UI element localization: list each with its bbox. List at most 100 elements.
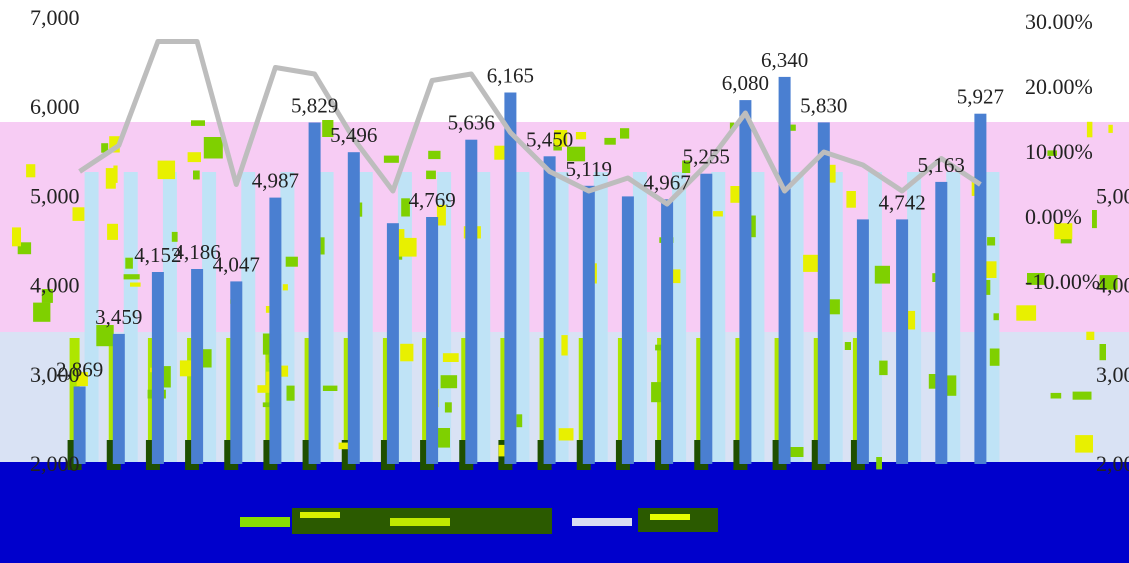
rate-line: [78, 39, 982, 207]
artifact-noise-block: [567, 146, 586, 162]
artifact-noise-block: [879, 360, 888, 376]
artifact-noise-block: [846, 191, 856, 208]
bar: [582, 185, 595, 465]
artifact-noise-block: [26, 164, 36, 178]
artifact-noise-block: [1054, 223, 1073, 240]
artifact-noise-block: [12, 227, 21, 247]
artifact-noise-block: [655, 344, 667, 351]
bar: [73, 386, 86, 464]
artifact-noise-block: [989, 348, 1000, 366]
artifact-noise-block: [383, 155, 399, 163]
artifact-noise-block: [670, 269, 681, 284]
left-tick-label: 6,000: [30, 94, 80, 119]
artifact-column: [515, 172, 530, 462]
artifact-noise-block: [971, 176, 976, 196]
artifact-noise-block: [787, 124, 796, 131]
artifact-noise-block: [436, 204, 446, 226]
artifact-noise-block: [876, 457, 882, 470]
artifact-noise-block: [107, 223, 118, 240]
artifact-noise-block: [262, 402, 270, 408]
artifact-noise-block: [993, 313, 999, 321]
artifact-noise-block: [1016, 305, 1037, 321]
artifact-noise-block: [322, 385, 338, 391]
artifact-noise-block: [286, 385, 295, 401]
artifact-column: [946, 172, 961, 462]
bar: [661, 199, 674, 465]
artifact-noise-block: [1108, 124, 1113, 133]
artifact-column: [828, 172, 843, 462]
artifact-noise-block: [498, 444, 506, 457]
artifact-column: [123, 172, 138, 462]
left-tick-label: 4,000: [30, 273, 80, 298]
data-label: 5,829: [291, 94, 338, 118]
artifact-noise-block: [125, 257, 133, 269]
artifact-noise-block: [516, 414, 523, 428]
right-tick-label: 10.00%: [1025, 139, 1093, 164]
legend-swatch-bar: [240, 517, 290, 527]
artifact-noise-block: [844, 342, 851, 350]
data-label: 2,869: [56, 358, 103, 382]
right-tick-label: -10.00%: [1025, 269, 1100, 294]
data-label: 5,927: [957, 85, 1004, 109]
artifact-noise-block: [41, 289, 53, 303]
artifact-noise-block: [130, 282, 141, 287]
artifact-column: [162, 172, 177, 462]
artifact-noise-block: [285, 256, 298, 267]
artifact-column: [867, 172, 882, 462]
artifact-band-blue: [0, 462, 1129, 563]
artifact-noise-block: [1092, 210, 1097, 229]
bar: [230, 281, 243, 464]
artifact-noise-block: [400, 343, 414, 362]
artifact-noise-block: [282, 284, 288, 291]
artifact-noise-block: [729, 122, 735, 130]
bar: [269, 197, 282, 464]
data-label: 6,080: [722, 71, 769, 95]
right-tick-label: 3,000: [1096, 362, 1129, 387]
bar: [191, 269, 204, 464]
artifact-column: [789, 172, 804, 462]
bar: [856, 219, 869, 464]
right-axis: 30.00% 20.00% 10.00% 0.00% -10.00% 5,000 4,000…: [1025, 9, 1129, 476]
artifact-noise-block: [257, 385, 273, 393]
artifact-noise-block: [171, 231, 178, 242]
bar: [426, 217, 439, 464]
bar: [974, 113, 987, 464]
left-tick-label: 2,000: [30, 451, 80, 476]
artifact-noise-block: [193, 170, 200, 180]
left-axis: 7,000 6,000 5,000 4,000 3,000 2,000: [30, 5, 80, 476]
artifact-noise-block: [1099, 344, 1106, 361]
data-label: 3,459: [95, 305, 142, 329]
bar: [151, 272, 164, 464]
data-label: 4,152: [134, 243, 181, 267]
left-tick-label: 5,000: [30, 183, 80, 208]
artifact-noise-block: [123, 274, 140, 280]
left-tick-label: 7,000: [30, 5, 80, 30]
right-tick-label: 4,000: [1096, 273, 1129, 298]
artifact-noise-block: [440, 375, 458, 389]
artifact-column: [202, 172, 217, 462]
artifact-noise-block: [554, 130, 568, 147]
artifact-noise-block: [620, 128, 630, 139]
artifact-noise-block: [101, 143, 109, 153]
artifact-noise-block: [401, 198, 410, 217]
artifact-noise-block: [1075, 435, 1093, 453]
data-label: 5,830: [800, 93, 847, 117]
artifact-noise-block: [444, 402, 452, 413]
artifact-noise-block: [76, 372, 88, 387]
data-label: 5,255: [683, 145, 730, 169]
artifact-noise-block: [604, 137, 616, 145]
artifact-noise-block: [72, 207, 85, 221]
legend-noise-5: [650, 514, 690, 520]
artifact-noise-block: [713, 211, 723, 217]
artifact-column: [593, 172, 608, 462]
bar: [386, 223, 399, 464]
artifact-noise-block: [322, 120, 334, 137]
artifact-noise-block: [428, 150, 441, 160]
artifact-column: [280, 172, 295, 462]
artifact-column: [84, 172, 99, 462]
artifact-noise-block: [827, 299, 840, 315]
artifact-noise-block: [109, 136, 120, 153]
artifact-column: [476, 172, 491, 462]
